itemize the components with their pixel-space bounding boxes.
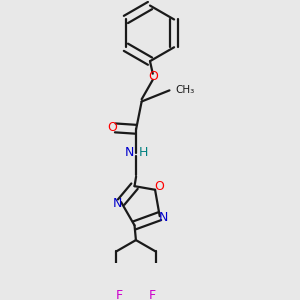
Text: N: N: [124, 146, 134, 159]
Text: O: O: [148, 70, 158, 83]
Text: N: N: [159, 211, 169, 224]
Text: H: H: [138, 146, 148, 159]
Text: O: O: [154, 181, 164, 194]
Text: F: F: [149, 290, 156, 300]
Text: N: N: [112, 197, 122, 210]
Text: O: O: [107, 122, 117, 134]
Text: F: F: [116, 290, 123, 300]
Text: CH₃: CH₃: [176, 85, 195, 95]
